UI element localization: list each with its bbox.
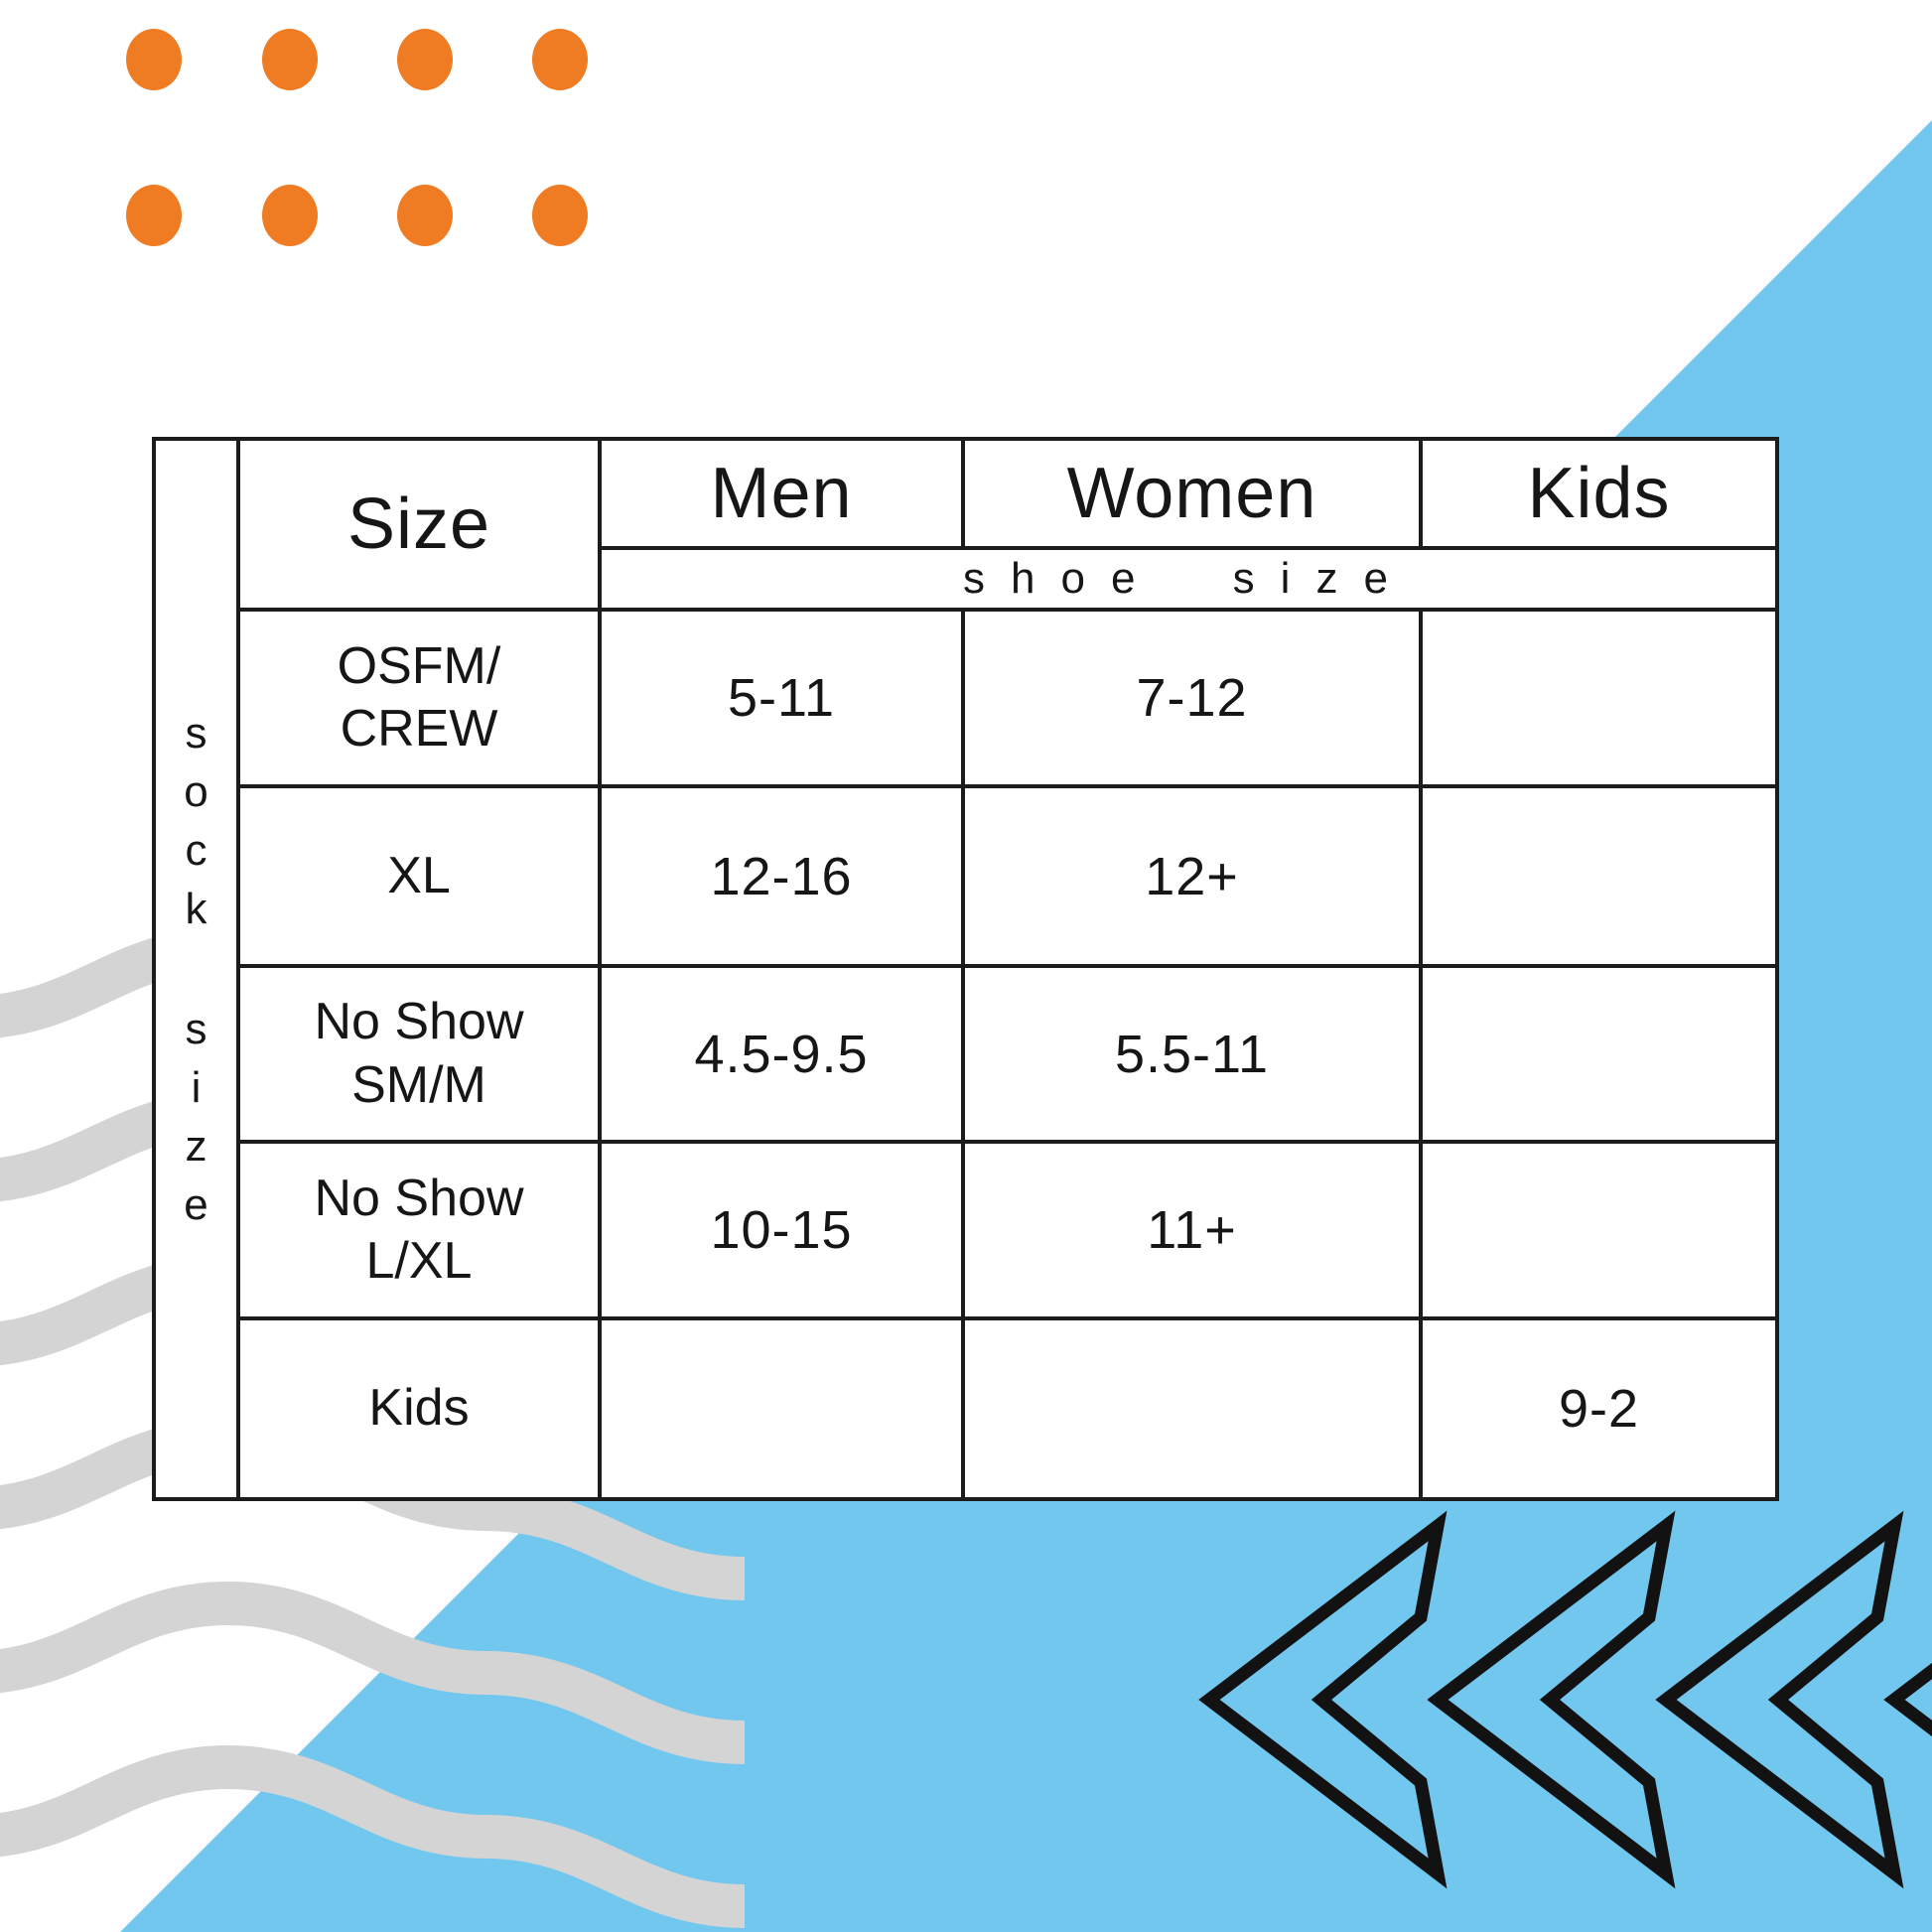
orange-dot-icon (126, 185, 182, 246)
size-label-line: CREW (340, 700, 498, 758)
table-row-noshow-smm: No Show SM/M 4.5-9.5 5.5-11 (154, 964, 1779, 1144)
size-label-line: No Show (314, 1169, 524, 1227)
orange-dots-grid (126, 29, 588, 246)
table-row-osfm-crew: OSFM/ CREW 5-11 7-12 (154, 608, 1779, 788)
cell-men-osfm-crew: 5-11 (598, 608, 965, 788)
cell-kids-noshow-lxl (1419, 1140, 1779, 1320)
size-label-line: Kids (368, 1379, 470, 1438)
cell-men-xl: 12-16 (598, 784, 965, 968)
table-row-noshow-lxl: No Show L/XL 10-15 11+ (154, 1140, 1779, 1320)
cell-kids-noshow-smm (1419, 964, 1779, 1144)
chevron-left-icon (1427, 1510, 1676, 1889)
cell-kids-kids: 9-2 (1419, 1316, 1779, 1501)
size-label-line: OSFM/ (337, 636, 501, 695)
column-header-men: Men (598, 437, 965, 550)
size-label-line: No Show (314, 993, 524, 1051)
cell-size-osfm-crew: OSFM/ CREW (236, 608, 602, 788)
axis-letter: s (185, 1004, 207, 1053)
chevron-left-icon (1655, 1510, 1904, 1889)
orange-dot-icon (397, 185, 453, 246)
cell-size-xl: XL (236, 784, 602, 968)
cell-women-noshow-smm: 5.5-11 (961, 964, 1423, 1144)
size-label-line: SM/M (351, 1055, 486, 1114)
table-row-kids: Kids 9-2 (154, 1316, 1779, 1501)
cell-men-kids (598, 1316, 965, 1501)
orange-dot-icon (262, 185, 318, 246)
cell-women-xl: 12+ (961, 784, 1423, 968)
orange-dot-icon (126, 29, 182, 90)
column-header-size: Size (236, 437, 602, 612)
size-label-line: XL (387, 846, 451, 904)
cell-men-noshow-smm: 4.5-9.5 (598, 964, 965, 1144)
cell-women-osfm-crew: 7-12 (961, 608, 1423, 788)
table-row-xl: XL 12-16 12+ (154, 784, 1779, 968)
cell-kids-osfm-crew (1419, 608, 1779, 788)
orange-dot-icon (532, 185, 588, 246)
column-header-women: Women (961, 437, 1423, 550)
sock-size-vertical-text: s o c k s i z e (156, 708, 236, 1229)
size-label-line: L/XL (365, 1232, 473, 1290)
axis-letter: c (185, 825, 207, 875)
axis-letter: z (185, 1121, 207, 1171)
axis-letter: k (185, 884, 207, 933)
axis-letter: e (184, 1179, 208, 1229)
chevron-arrows (1198, 1510, 1932, 1889)
axis-letter: i (191, 1062, 202, 1112)
row-axis-label-sock-size: s o c k s i z e (152, 437, 240, 1501)
subheader-shoe-size: shoe size (598, 546, 1779, 612)
cell-size-kids: Kids (236, 1316, 602, 1501)
cell-size-noshow-smm: No Show SM/M (236, 964, 602, 1144)
cell-women-noshow-lxl: 11+ (961, 1140, 1423, 1320)
cell-women-kids (961, 1316, 1423, 1501)
axis-letter: o (184, 766, 208, 816)
cell-men-noshow-lxl: 10-15 (598, 1140, 965, 1320)
orange-dot-icon (397, 29, 453, 90)
cell-size-noshow-lxl: No Show L/XL (236, 1140, 602, 1320)
axis-letter: s (185, 708, 207, 758)
chevron-left-icon (1883, 1662, 1932, 1737)
chevron-left-icon (1198, 1510, 1448, 1889)
column-header-kids: Kids (1419, 437, 1779, 550)
orange-dot-icon (532, 29, 588, 90)
cell-kids-xl (1419, 784, 1779, 968)
orange-dot-icon (262, 29, 318, 90)
sock-size-chart-table: s o c k s i z e Size Men Women Kids shoe… (152, 437, 1779, 1501)
